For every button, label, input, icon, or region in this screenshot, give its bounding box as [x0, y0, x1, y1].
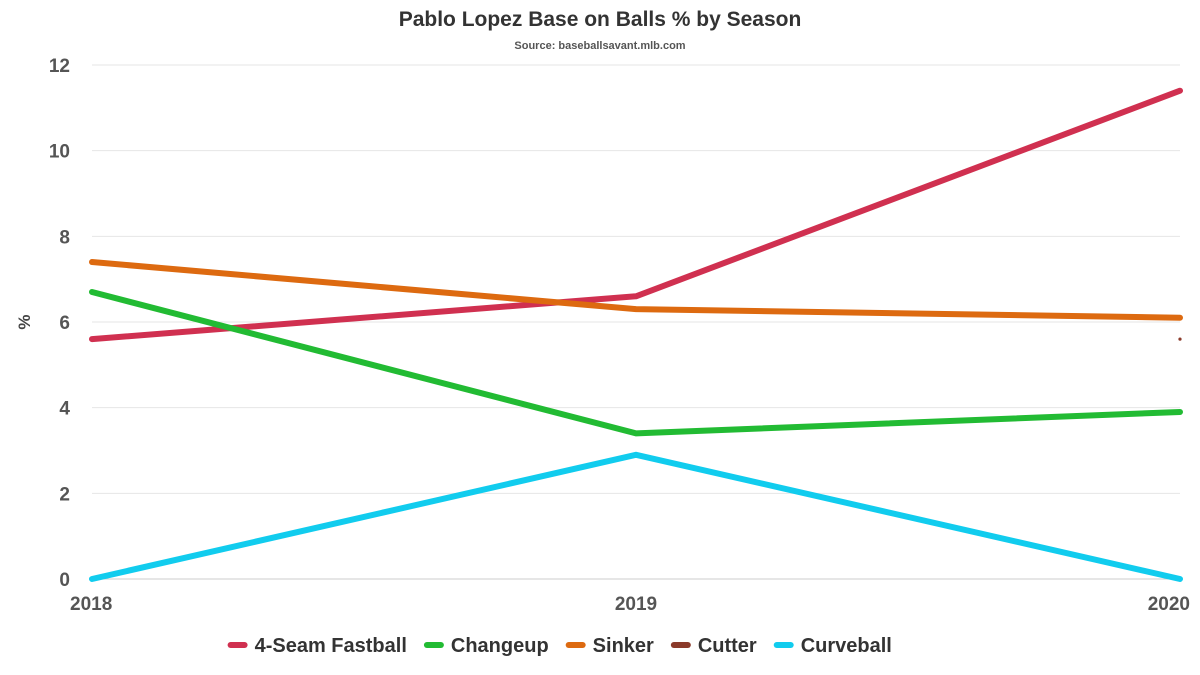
legend-label-sinker: Sinker	[593, 635, 654, 657]
legend-item-changeup[interactable]: Changeup	[423, 635, 549, 657]
legend-label-cutter: Cutter	[698, 635, 757, 657]
legend-label-4-seam-fastball: 4-Seam Fastball	[255, 635, 407, 657]
axis-layer: % 0 2 4 6 8 10 12 2018 2019 2020	[15, 56, 1190, 615]
legend-item-4-seam-fastball[interactable]: 4-Seam Fastball	[227, 635, 407, 657]
y-tick-label-12: 12	[49, 56, 70, 77]
y-tick-label-4: 4	[59, 399, 70, 420]
y-tick-label-6: 6	[59, 313, 70, 334]
series-line-changeup	[89, 289, 1183, 437]
x-tick-label-2019: 2019	[615, 594, 657, 615]
y-tick-label-10: 10	[49, 142, 70, 163]
x-tick-label-2020: 2020	[1148, 594, 1190, 615]
series-line-4-seam-fastball	[89, 87, 1183, 343]
legend-item-cutter[interactable]: Cutter	[670, 635, 757, 657]
legend-item-curveball[interactable]: Curveball	[773, 635, 892, 657]
grid-layer	[92, 64, 1180, 580]
series-line-sinker	[89, 259, 1183, 321]
legend-label-changeup: Changeup	[451, 635, 549, 657]
x-tick-label-2018: 2018	[70, 594, 112, 615]
legend-label-curveball: Curveball	[801, 635, 892, 657]
y-tick-label-0: 0	[59, 570, 70, 591]
y-tick-label-8: 8	[59, 227, 70, 248]
legend-item-sinker[interactable]: Sinker	[565, 635, 654, 657]
y-axis-title: %	[15, 314, 34, 329]
series-line-curveball	[89, 451, 1183, 582]
chart-subtitle: Source: baseballsavant.mlb.com	[514, 40, 686, 52]
chart-title: Pablo Lopez Base on Balls % by Season	[398, 8, 802, 31]
y-tick-label-2: 2	[59, 484, 70, 505]
series-layer	[89, 87, 1183, 582]
legend: 4-Seam Fastball Changeup Sinker Cutter Curve…	[227, 635, 892, 657]
series-point-cutter	[1178, 337, 1182, 341]
